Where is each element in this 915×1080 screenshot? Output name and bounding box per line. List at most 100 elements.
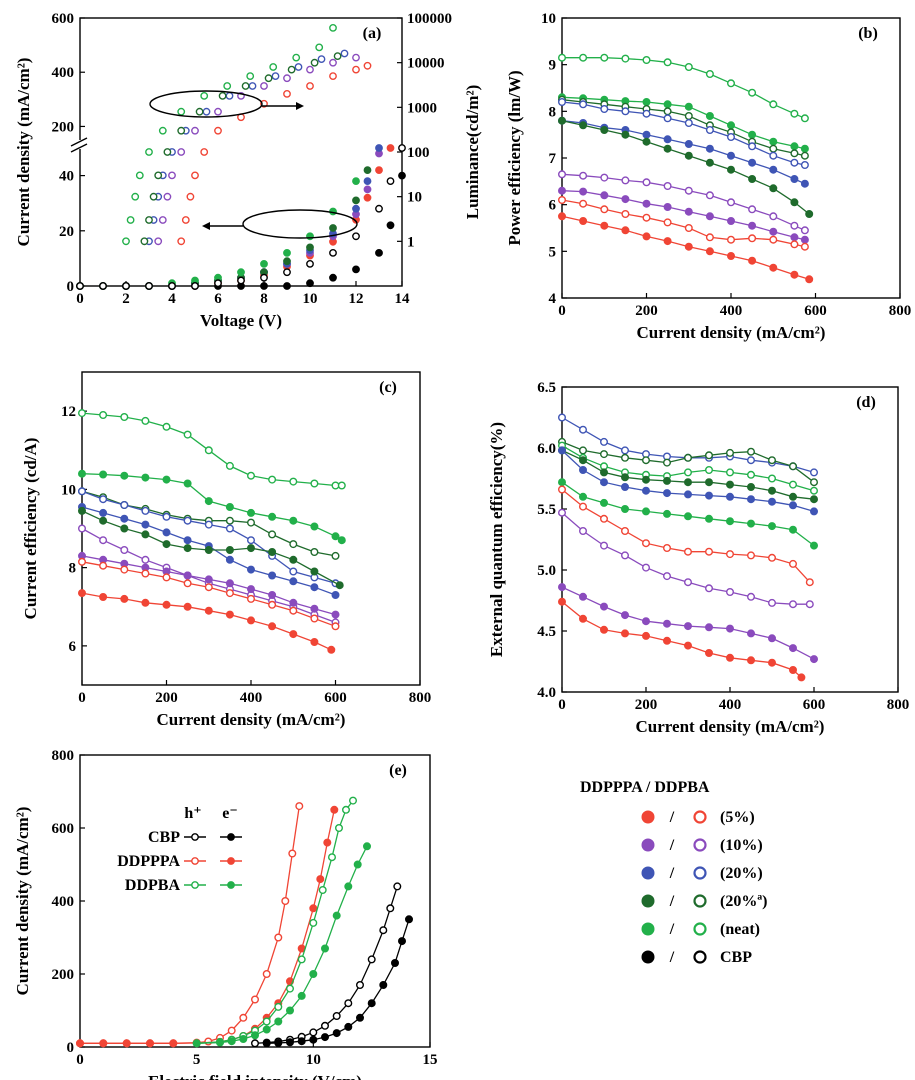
data-point-filled xyxy=(663,636,672,645)
series-purple-filled xyxy=(558,583,819,664)
data-point-filled xyxy=(705,158,714,167)
data-point-open xyxy=(191,126,199,135)
data-point-open xyxy=(642,213,651,222)
data-point-filled xyxy=(363,166,372,175)
data-point-open xyxy=(292,53,301,62)
series-green-filled xyxy=(192,842,372,1048)
data-point-open xyxy=(684,468,693,477)
data-point-filled xyxy=(642,631,651,640)
data-point-filled xyxy=(227,881,235,889)
data-point-open xyxy=(621,209,630,218)
data-point-open xyxy=(246,72,255,81)
series-red-filled xyxy=(77,589,336,654)
series-red-filled xyxy=(558,212,814,284)
data-point-filled xyxy=(579,187,588,196)
plot-frame-d xyxy=(561,386,899,693)
data-point-filled xyxy=(398,171,406,180)
data-point-open xyxy=(218,92,227,100)
y-tick-label-e: 400 xyxy=(52,894,75,910)
data-point-open xyxy=(262,1017,271,1026)
data-point-open xyxy=(126,216,135,224)
data-point-filled xyxy=(642,475,651,484)
data-point-filled xyxy=(321,1033,330,1042)
data-point-filled xyxy=(268,622,277,631)
y-tick-label-d: 4.0 xyxy=(537,685,556,701)
data-point-open xyxy=(558,53,567,62)
y-tick-label-a: 200 xyxy=(52,119,75,135)
data-point-filled xyxy=(621,130,630,139)
data-point-filled xyxy=(262,1025,271,1034)
data-point-open xyxy=(318,886,327,895)
data-point-filled xyxy=(391,959,400,968)
data-point-open xyxy=(748,88,757,97)
data-point-filled xyxy=(183,602,192,611)
data-point-filled xyxy=(329,273,337,282)
data-point-open xyxy=(204,446,213,455)
data-point-filled xyxy=(386,144,395,152)
y-tick-label-c: 6 xyxy=(69,639,77,655)
data-point-open xyxy=(705,125,714,134)
data-point-filled xyxy=(600,468,609,477)
data-point-filled xyxy=(183,536,192,545)
data-point-open xyxy=(99,536,108,545)
data-point-filled xyxy=(329,224,337,232)
data-point-open xyxy=(726,468,735,477)
main-legend: DDPPPA / DDPBA / (5%) / (10%) / (20%) / (20%ª) / (… xyxy=(580,779,767,966)
data-point-filled xyxy=(246,544,255,553)
data-point-open xyxy=(289,606,298,615)
data-point-filled xyxy=(769,227,778,236)
data-point-filled xyxy=(356,1013,365,1022)
x-tick-label-c: 0 xyxy=(78,690,86,706)
data-point-filled xyxy=(805,209,814,218)
data-point-filled xyxy=(727,151,736,160)
x-tick-label-a: 0 xyxy=(76,291,84,307)
data-point-open xyxy=(558,508,567,517)
x-tick-label-b: 400 xyxy=(720,303,743,319)
data-point-open xyxy=(288,849,297,858)
legend-marker-filled xyxy=(641,894,655,908)
series-red-open xyxy=(75,802,304,1048)
data-point-open xyxy=(393,882,402,891)
series-green-filled xyxy=(558,478,819,550)
series-black-open xyxy=(250,882,402,1048)
data-point-filled xyxy=(705,247,714,256)
data-point-open xyxy=(663,114,672,123)
panel-label-d: (d) xyxy=(856,394,876,411)
data-point-open xyxy=(191,171,199,180)
data-point-open xyxy=(332,1012,341,1021)
data-point-open xyxy=(621,446,630,455)
data-point-filled xyxy=(274,1017,283,1026)
data-point-open xyxy=(145,282,153,290)
data-point-filled xyxy=(726,517,735,526)
data-point-filled xyxy=(99,470,108,479)
data-point-open xyxy=(769,144,778,153)
data-point-open xyxy=(246,594,255,603)
data-point-open xyxy=(141,555,150,564)
data-point-filled xyxy=(579,492,588,501)
data-point-filled xyxy=(386,221,395,230)
data-point-open xyxy=(705,547,714,556)
data-point-open xyxy=(177,107,186,116)
data-point-open xyxy=(642,178,651,187)
data-point-open xyxy=(663,218,672,227)
data-point-open xyxy=(141,416,150,425)
data-point-filled xyxy=(77,469,86,478)
data-point-filled xyxy=(800,179,809,188)
data-point-open xyxy=(200,148,209,156)
data-point-open xyxy=(642,563,651,572)
series-line xyxy=(80,806,300,1044)
data-point-filled xyxy=(225,503,234,512)
x-tick-label-e: 10 xyxy=(306,1052,321,1068)
data-point-open xyxy=(317,55,326,63)
data-point-filled xyxy=(246,565,255,574)
data-point-open xyxy=(227,1026,236,1035)
data-point-filled xyxy=(621,483,630,492)
data-point-open xyxy=(663,458,672,467)
data-point-open xyxy=(225,516,234,525)
data-point-open xyxy=(789,559,798,568)
data-point-open xyxy=(99,561,108,570)
data-point-filled xyxy=(747,656,756,665)
data-point-open xyxy=(260,273,268,282)
arrowhead-left xyxy=(202,222,210,230)
data-point-filled xyxy=(331,610,340,619)
